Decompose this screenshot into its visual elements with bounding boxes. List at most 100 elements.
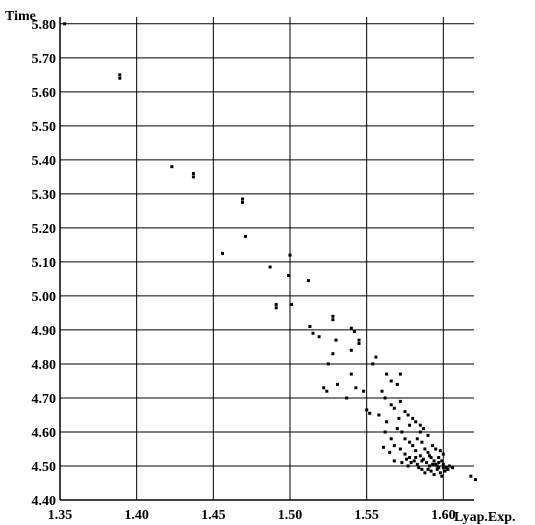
data-point xyxy=(170,165,174,169)
data-point xyxy=(349,348,353,352)
y-tick-label: 5.30 xyxy=(32,188,57,203)
data-point xyxy=(345,396,349,400)
data-point xyxy=(349,326,353,330)
data-point xyxy=(426,467,430,471)
data-point xyxy=(382,445,385,449)
data-point xyxy=(443,469,447,473)
data-point xyxy=(429,469,433,473)
data-point xyxy=(434,462,438,466)
data-point xyxy=(368,411,372,415)
y-tick-label: 4.60 xyxy=(32,426,57,441)
data-point xyxy=(392,406,396,410)
data-point xyxy=(421,427,425,431)
data-point xyxy=(325,389,329,393)
data-point xyxy=(425,461,428,465)
data-point xyxy=(191,172,195,175)
data-point xyxy=(274,302,278,306)
x-tick-label: 1.50 xyxy=(278,508,303,523)
data-point xyxy=(441,452,445,456)
data-point xyxy=(412,459,416,463)
data-point xyxy=(326,362,330,366)
data-point xyxy=(380,389,384,393)
data-point xyxy=(446,467,450,471)
data-point xyxy=(389,379,393,383)
data-point xyxy=(418,423,422,427)
data-point xyxy=(428,464,431,468)
y-tick-label: 4.80 xyxy=(32,358,57,373)
data-point xyxy=(317,335,321,339)
y-tick-label: 4.50 xyxy=(32,460,57,475)
data-point xyxy=(241,200,244,204)
data-point xyxy=(392,444,396,448)
data-point xyxy=(392,459,396,463)
data-point xyxy=(437,461,441,465)
data-point xyxy=(371,362,375,366)
data-point xyxy=(362,389,366,393)
data-point xyxy=(440,474,444,478)
x-tick-label: 1.45 xyxy=(201,508,226,523)
data-point xyxy=(420,467,424,471)
data-point xyxy=(357,342,361,345)
x-tick-label: 1.40 xyxy=(124,508,149,523)
data-point xyxy=(435,464,439,468)
data-point xyxy=(389,437,393,441)
data-point xyxy=(406,464,410,468)
data-point xyxy=(398,399,402,403)
data-point xyxy=(385,372,389,376)
y-axis-label: Time xyxy=(5,9,36,24)
x-axis-label: Lyap.Exp. xyxy=(454,510,515,525)
x-tick-label: 1.60 xyxy=(431,508,456,523)
data-point xyxy=(437,466,441,470)
y-tick-label: 5.70 xyxy=(32,52,57,67)
data-point xyxy=(431,444,435,448)
data-point xyxy=(423,471,427,475)
data-point xyxy=(421,457,425,461)
grid xyxy=(59,17,474,501)
data-point xyxy=(244,234,247,238)
data-point xyxy=(241,197,244,201)
data-point xyxy=(352,330,356,334)
data-point xyxy=(397,416,401,420)
data-point xyxy=(435,467,439,471)
data-point xyxy=(388,450,392,454)
data-point xyxy=(414,420,418,424)
y-tick-label: 5.00 xyxy=(32,290,57,305)
data-point xyxy=(418,454,422,458)
y-tick-label: 4.70 xyxy=(32,392,57,407)
data-point xyxy=(322,386,326,390)
data-point xyxy=(418,430,422,434)
y-tick-label: 5.50 xyxy=(32,120,57,135)
data-point xyxy=(331,352,335,356)
data-points xyxy=(63,22,477,482)
y-tick-label: 4.40 xyxy=(32,494,57,509)
data-point xyxy=(400,430,404,434)
data-point xyxy=(336,382,339,386)
data-point xyxy=(268,265,272,269)
data-point xyxy=(374,355,378,359)
data-point xyxy=(408,423,412,427)
data-point xyxy=(221,251,224,255)
data-point xyxy=(403,437,407,441)
data-point xyxy=(420,459,424,463)
data-point xyxy=(474,478,477,482)
data-point xyxy=(426,450,430,454)
data-point xyxy=(398,372,402,376)
data-point xyxy=(357,338,361,342)
data-point xyxy=(354,386,358,390)
data-point xyxy=(417,466,421,470)
data-point xyxy=(383,430,387,434)
data-point xyxy=(415,437,419,441)
data-point xyxy=(406,413,410,417)
y-tick-label: 5.20 xyxy=(32,222,57,237)
data-point xyxy=(441,466,445,470)
data-point xyxy=(63,22,67,26)
y-tick-label: 4.90 xyxy=(32,324,57,339)
data-point xyxy=(440,459,444,463)
data-point xyxy=(408,440,412,444)
data-point xyxy=(411,416,415,420)
y-tick-label: 5.60 xyxy=(32,86,57,101)
data-point xyxy=(441,462,445,466)
data-point xyxy=(331,318,335,322)
data-point xyxy=(420,440,424,444)
data-point xyxy=(403,452,407,456)
